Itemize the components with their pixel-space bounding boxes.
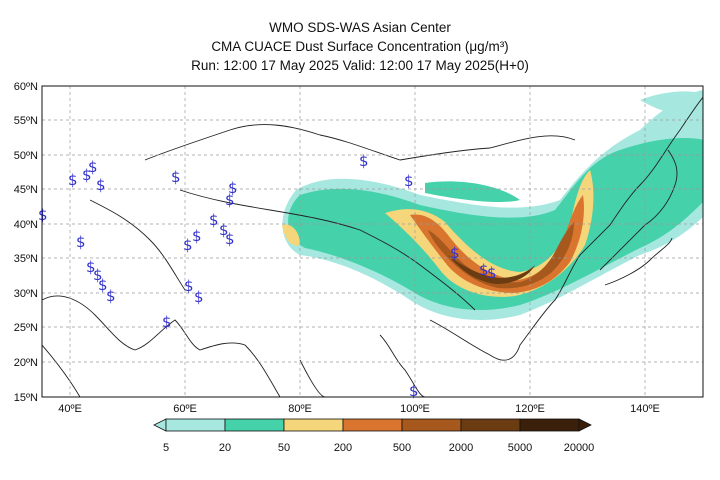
station-marker: $ — [82, 166, 92, 184]
station-marker: $ — [86, 258, 96, 276]
colorbar-segment — [283, 418, 344, 432]
station-marker: $ — [228, 179, 238, 197]
station-marker: $ — [96, 176, 106, 194]
station-marker: $ — [171, 168, 181, 186]
station-marker: $ — [38, 206, 48, 224]
colorbar-segment — [342, 418, 403, 432]
station-marker: $ — [219, 221, 229, 239]
station-marker: $ — [88, 158, 98, 176]
lon-label: 40ºE — [58, 403, 82, 415]
station-marker: $ — [192, 227, 202, 245]
title-run-valid: Run: 12:00 17 May 2025 Valid: 12:00 17 M… — [191, 58, 529, 73]
lon-label: 60ºE — [173, 403, 197, 415]
dust-level-50-200 — [282, 224, 300, 246]
station-marker: $ — [359, 152, 369, 170]
latitude-labels: 15ºN 20ºN 25ºN 30ºN 35ºN 40ºN 45ºN 50ºN … — [14, 81, 38, 404]
station-marker: $ — [450, 244, 460, 262]
station-marker: $ — [404, 172, 414, 190]
lon-label: 140ºE — [630, 403, 660, 415]
dust-level-2000-5000 — [448, 255, 535, 284]
graticule — [42, 86, 703, 397]
colorbar-segment — [165, 418, 226, 432]
lat-label: 60ºN — [14, 81, 38, 93]
lat-label: 55ºN — [14, 115, 38, 127]
station-marker: $ — [184, 277, 194, 295]
lat-label: 30ºN — [14, 288, 38, 300]
station-marker: $ — [93, 266, 103, 284]
station-marker: $ — [479, 261, 489, 279]
colorbar-low-arrow — [153, 418, 167, 432]
lat-label: 40ºN — [14, 219, 38, 231]
station-marker: $ — [98, 276, 108, 294]
station-marker: $ — [225, 191, 235, 209]
title-center: WMO SDS-WAS Asian Center — [269, 20, 451, 35]
colorbar-level: 5000 — [508, 442, 532, 454]
station-marker: $ — [409, 382, 419, 400]
dust-level-20-50 — [425, 181, 520, 203]
colorbar-level: 500 — [393, 442, 411, 454]
lat-label: 20ºN — [14, 357, 38, 369]
lon-label: 100ºE — [400, 403, 430, 415]
station-marker: $ — [209, 211, 219, 229]
coastlines — [42, 96, 703, 397]
lat-label: 50ºN — [14, 150, 38, 162]
dust-shading — [282, 90, 703, 320]
lat-label: 45ºN — [14, 184, 38, 196]
dust-level-5-20 — [640, 91, 703, 117]
colorbar-level: 20000 — [564, 442, 595, 454]
colorbar-segment — [401, 418, 462, 432]
station-marker: $ — [225, 230, 235, 248]
station-marker: $ — [194, 288, 204, 306]
lat-label: 35ºN — [14, 253, 38, 265]
station-marker: $ — [76, 233, 86, 251]
colorbar-level: 20 — [219, 442, 231, 454]
dust-level-200-500 — [410, 195, 584, 293]
lon-label: 80ºE — [288, 403, 312, 415]
map-frame — [41, 85, 704, 398]
colorbar-level: 2000 — [449, 442, 473, 454]
colorbar-segment — [460, 418, 521, 432]
station-marker: $ — [183, 236, 193, 254]
colorbar-level: 5 — [163, 442, 169, 454]
colorbar-segment — [224, 418, 285, 432]
colorbar-high-arrow — [578, 418, 592, 432]
station-marker: $ — [162, 313, 172, 331]
dust-level-500-2000 — [428, 222, 574, 289]
colorbar-segment — [519, 418, 580, 432]
station-marker: $ — [68, 171, 78, 189]
observation-stations: $ $ $ $ $ $ $ $ $ $ $ $ $ $ $ $ $ $ $ $ … — [38, 152, 497, 400]
dust-level-50-200 — [385, 170, 594, 297]
lat-label: 15ºN — [14, 392, 38, 404]
colorbar-level: 200 — [334, 442, 352, 454]
longitude-labels: 40ºE 60ºE 80ºE 100ºE 120ºE 140ºE — [58, 403, 660, 415]
dust-level-20-50 — [288, 138, 703, 310]
colorbar-level: 50 — [278, 442, 290, 454]
lon-label: 120ºE — [515, 403, 545, 415]
colorbar: 5 20 50 200 500 2000 5000 20000 — [153, 418, 595, 454]
title-product: CMA CUACE Dust Surface Concentration (μg… — [211, 39, 509, 54]
map-title: WMO SDS-WAS Asian Center CMA CUACE Dust … — [0, 18, 720, 75]
station-marker: $ — [487, 264, 497, 282]
lat-label: 25ºN — [14, 322, 38, 334]
station-marker: $ — [106, 287, 116, 305]
